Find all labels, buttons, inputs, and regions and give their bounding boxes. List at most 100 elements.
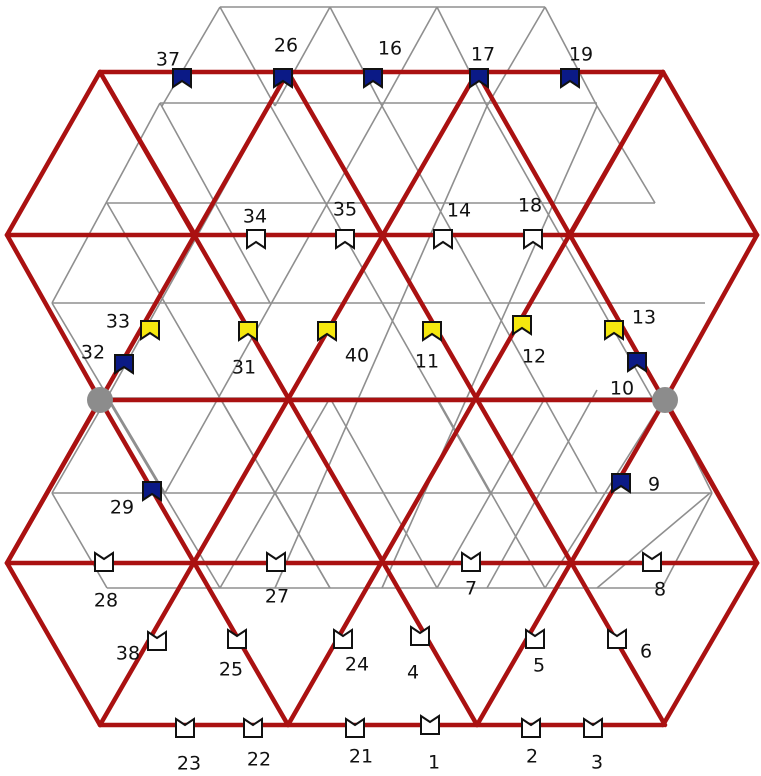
flag-marker-23 bbox=[175, 717, 195, 738]
red-lattice-edge bbox=[97, 69, 480, 728]
flag-marker-26 bbox=[273, 68, 293, 89]
grid-line bbox=[381, 105, 598, 494]
joint-dot bbox=[652, 387, 678, 413]
marker-label-14: 14 bbox=[447, 200, 471, 222]
red-lattice-edge bbox=[660, 69, 760, 238]
marker-label-1: 1 bbox=[428, 752, 440, 774]
grid-line bbox=[436, 397, 546, 589]
marker-label-7: 7 bbox=[465, 578, 477, 600]
marker-label-40: 40 bbox=[345, 345, 369, 367]
grid-line bbox=[219, 397, 331, 589]
red-lattice-edge bbox=[660, 560, 760, 728]
grid-line bbox=[544, 397, 666, 589]
grid-line bbox=[161, 6, 221, 107]
marker-label-16: 16 bbox=[378, 38, 402, 60]
grid-line bbox=[219, 6, 276, 107]
flag-marker-12 bbox=[512, 315, 532, 336]
marker-label-6: 6 bbox=[640, 641, 652, 663]
red-triangle-lattice bbox=[4, 69, 760, 728]
flag-marker-5 bbox=[525, 628, 545, 649]
grid-line bbox=[596, 492, 711, 589]
marker-label-34: 34 bbox=[243, 206, 267, 228]
grid-line bbox=[164, 105, 383, 494]
marker-label-12: 12 bbox=[522, 346, 546, 368]
flag-marker-29 bbox=[142, 481, 162, 502]
flag-marker-8 bbox=[642, 551, 662, 572]
grid-line bbox=[661, 492, 713, 589]
marker-label-22: 22 bbox=[247, 749, 271, 771]
grid-line bbox=[51, 397, 108, 494]
marker-label-29: 29 bbox=[110, 497, 134, 519]
flag-marker-17 bbox=[469, 68, 489, 89]
marker-label-2: 2 bbox=[526, 746, 538, 768]
flag-marker-6 bbox=[607, 628, 627, 649]
gray-triangle-grid bbox=[51, 6, 713, 589]
grid-line bbox=[329, 397, 438, 589]
flag-marker-21 bbox=[345, 717, 365, 738]
flag-marker-34 bbox=[246, 229, 266, 250]
marker-label-17: 17 bbox=[471, 44, 495, 66]
flag-marker-27 bbox=[266, 551, 286, 572]
marker-label-8: 8 bbox=[654, 579, 666, 601]
grid-line bbox=[381, 6, 438, 107]
flag-marker-11 bbox=[422, 321, 442, 342]
joint-dot bbox=[87, 387, 113, 413]
flag-marker-4 bbox=[410, 625, 430, 646]
red-lattice-edge bbox=[567, 69, 666, 238]
grid-line bbox=[381, 105, 598, 589]
marker-label-4: 4 bbox=[407, 662, 419, 684]
flag-marker-9 bbox=[611, 473, 631, 494]
red-lattice-edge bbox=[4, 232, 103, 403]
marker-label-24: 24 bbox=[345, 654, 369, 676]
marker-label-31: 31 bbox=[232, 357, 256, 379]
flag-marker-38 bbox=[147, 630, 167, 651]
marker-label-33: 33 bbox=[106, 311, 130, 333]
marker-label-9: 9 bbox=[648, 474, 660, 496]
red-lattice-edge bbox=[474, 69, 760, 566]
flag-marker-24 bbox=[333, 628, 353, 649]
grid-line bbox=[596, 105, 656, 204]
marker-label-3: 3 bbox=[591, 752, 603, 774]
marker-label-26: 26 bbox=[274, 35, 298, 57]
marker-label-28: 28 bbox=[94, 590, 118, 612]
marker-label-21: 21 bbox=[349, 746, 373, 768]
red-lattice-edge bbox=[97, 69, 198, 238]
flag-marker-18 bbox=[523, 229, 543, 250]
marker-label-27: 27 bbox=[265, 586, 289, 608]
marker-label-18: 18 bbox=[518, 195, 542, 217]
marker-label-13: 13 bbox=[632, 307, 656, 329]
flag-marker-16 bbox=[363, 68, 383, 89]
flag-marker-28 bbox=[94, 551, 114, 572]
grid-line bbox=[106, 397, 221, 589]
flag-marker-3 bbox=[583, 717, 603, 738]
marker-label-35: 35 bbox=[333, 199, 357, 221]
flag-marker-10 bbox=[627, 352, 647, 373]
marker-label-11: 11 bbox=[415, 351, 439, 373]
joint-markers bbox=[87, 387, 678, 413]
grid-line bbox=[486, 6, 546, 107]
flag-marker-35 bbox=[335, 229, 355, 250]
flag-marker-2 bbox=[521, 717, 541, 738]
grid-line bbox=[436, 6, 488, 107]
grid-line bbox=[544, 6, 598, 107]
flag-markers bbox=[94, 68, 662, 738]
flag-marker-19 bbox=[560, 68, 580, 89]
flag-marker-7 bbox=[461, 551, 481, 572]
red-lattice-edge bbox=[4, 560, 103, 728]
marker-label-23: 23 bbox=[177, 753, 201, 775]
grid-line bbox=[51, 492, 108, 589]
grid-line bbox=[51, 102, 161, 304]
grid-line bbox=[274, 6, 331, 107]
flag-marker-32 bbox=[114, 354, 134, 375]
marker-label-10: 10 bbox=[610, 378, 634, 400]
flag-marker-31 bbox=[238, 321, 258, 342]
flag-marker-14 bbox=[433, 229, 453, 250]
flag-marker-13 bbox=[604, 320, 624, 341]
flag-marker-1 bbox=[420, 714, 440, 735]
red-lattice-edge bbox=[662, 232, 760, 403]
flag-marker-22 bbox=[243, 717, 263, 738]
grid-line bbox=[274, 105, 488, 589]
marker-label-32: 32 bbox=[81, 342, 105, 364]
